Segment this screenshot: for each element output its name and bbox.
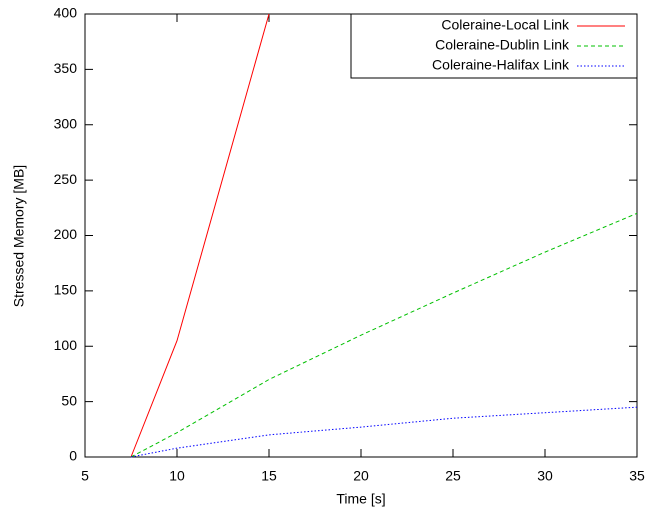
plot-frame	[84, 13, 638, 458]
x-tick-label: 35	[629, 468, 645, 484]
legend-label: Coleraine-Halifax Link	[432, 57, 570, 73]
x-tick-label: 10	[169, 468, 185, 484]
y-tick-label: 300	[54, 115, 78, 131]
y-tick-label: 150	[54, 282, 78, 298]
legend-label: Coleraine-Local Link	[441, 17, 570, 33]
y-tick-label: 50	[61, 392, 77, 408]
y-axis-label: Stressed Memory [MB]	[11, 165, 27, 307]
legend-box	[350, 13, 638, 79]
x-tick-label: 15	[261, 468, 277, 484]
y-tick-label: 0	[69, 448, 77, 464]
series-line	[130, 406, 638, 458]
x-tick-label: 5	[81, 468, 89, 484]
y-tick-label: 400	[54, 5, 78, 21]
legend-label: Coleraine-Dublin Link	[435, 37, 570, 53]
x-axis-label: Time [s]	[336, 491, 385, 507]
y-tick-label: 350	[54, 60, 78, 76]
x-tick-label: 20	[353, 468, 369, 484]
x-tick-label: 30	[537, 468, 553, 484]
series-line	[130, 13, 270, 458]
y-tick-label: 100	[54, 337, 78, 353]
y-tick-label: 250	[54, 171, 78, 187]
series-line	[130, 212, 638, 458]
y-tick-label: 200	[54, 226, 78, 242]
x-tick-label: 25	[445, 468, 461, 484]
